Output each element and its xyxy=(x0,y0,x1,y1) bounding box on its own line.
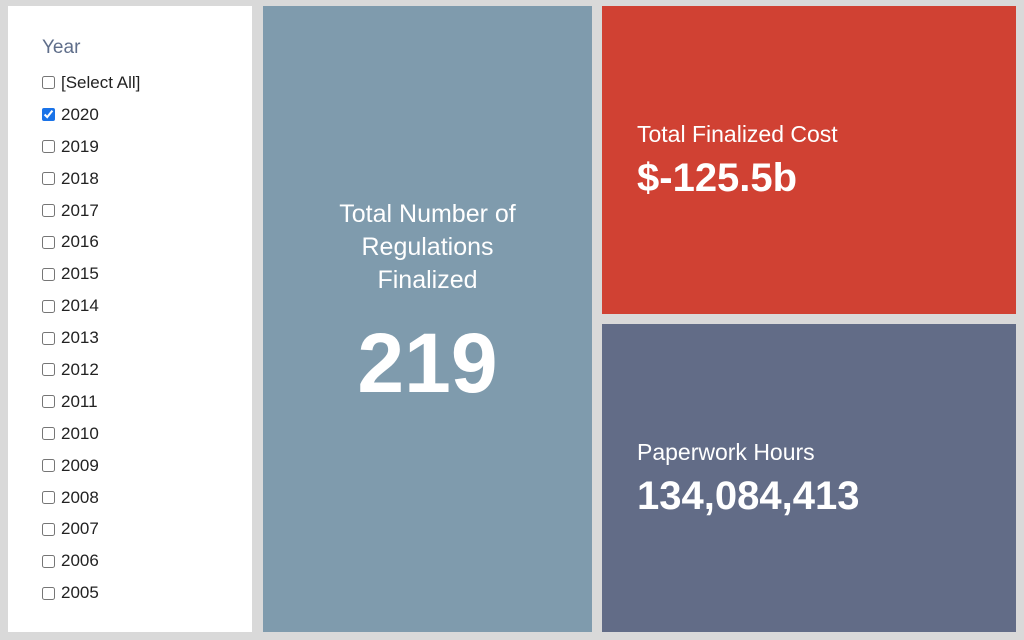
paperwork-hours-tile: Paperwork Hours 134,084,413 xyxy=(602,324,1016,632)
option-label: 2018 xyxy=(61,168,99,188)
option-label: [Select All] xyxy=(61,72,141,92)
year-option-2005[interactable]: 2005 xyxy=(42,577,252,609)
hours-label: Paperwork Hours xyxy=(637,439,815,465)
year-option-select-all[interactable]: [Select All] xyxy=(42,67,252,99)
option-label: 2020 xyxy=(61,104,99,124)
year-option-2007[interactable]: 2007 xyxy=(42,513,252,545)
option-label: 2014 xyxy=(61,296,99,316)
regulations-count-tile: Total Number of Regulations Finalized 21… xyxy=(263,6,592,632)
option-label: 2006 xyxy=(61,551,99,571)
checkbox[interactable] xyxy=(42,76,55,90)
filter-title: Year xyxy=(42,37,81,58)
checkbox[interactable] xyxy=(42,586,55,600)
option-label: 2009 xyxy=(61,455,99,475)
checkbox[interactable] xyxy=(42,522,55,536)
checkbox[interactable] xyxy=(42,554,55,568)
option-label: 2012 xyxy=(61,359,99,379)
checkbox[interactable] xyxy=(42,172,55,186)
year-option-2008[interactable]: 2008 xyxy=(42,482,252,514)
checkbox[interactable] xyxy=(42,395,55,409)
checkbox[interactable] xyxy=(42,331,55,345)
year-option-2015[interactable]: 2015 xyxy=(42,258,252,290)
option-label: 2005 xyxy=(61,583,99,603)
option-label: 2008 xyxy=(61,487,99,507)
checkbox[interactable] xyxy=(42,204,55,217)
regulations-label: Total Number of Regulations Finalized xyxy=(339,199,516,294)
checkbox[interactable] xyxy=(42,235,55,249)
year-option-2006[interactable]: 2006 xyxy=(42,545,252,577)
year-option-2014[interactable]: 2014 xyxy=(42,290,252,322)
year-option-2011[interactable]: 2011 xyxy=(42,386,252,418)
year-filter-panel: Year [Select All] 2020 2019 2018 2017 20… xyxy=(8,6,252,632)
year-option-2009[interactable]: 2009 xyxy=(42,450,252,482)
checkbox[interactable] xyxy=(42,299,55,313)
option-label: 2007 xyxy=(61,519,99,539)
hours-value: 134,084,413 xyxy=(637,474,860,518)
checkbox[interactable] xyxy=(42,491,55,505)
option-label: 2013 xyxy=(61,328,99,348)
option-label: 2017 xyxy=(61,200,99,220)
checkbox[interactable] xyxy=(42,459,55,473)
year-option-2019[interactable]: 2019 xyxy=(42,131,252,163)
cost-label: Total Finalized Cost xyxy=(637,121,838,147)
option-label: 2016 xyxy=(61,232,99,252)
regulations-value: 219 xyxy=(357,315,498,410)
checkbox[interactable] xyxy=(42,363,55,377)
year-option-2018[interactable]: 2018 xyxy=(42,163,252,195)
option-label: 2015 xyxy=(61,264,99,284)
option-label: 2010 xyxy=(61,423,99,443)
year-options-list: [Select All] 2020 2019 2018 2017 2016 20… xyxy=(42,67,252,609)
year-option-2016[interactable]: 2016 xyxy=(42,226,252,258)
finalized-cost-tile: Total Finalized Cost $-125.5b xyxy=(602,6,1016,314)
checkbox[interactable] xyxy=(42,140,55,154)
year-option-2010[interactable]: 2010 xyxy=(42,418,252,450)
year-option-2013[interactable]: 2013 xyxy=(42,322,252,354)
checkbox[interactable] xyxy=(42,427,55,441)
cost-value: $-125.5b xyxy=(637,156,798,200)
year-option-2020[interactable]: 2020 xyxy=(42,99,252,131)
checkbox[interactable] xyxy=(42,267,55,281)
checkbox[interactable] xyxy=(42,108,55,122)
year-option-2012[interactable]: 2012 xyxy=(42,354,252,386)
option-label: 2019 xyxy=(61,136,99,156)
option-label: 2011 xyxy=(61,391,98,411)
year-option-2017[interactable]: 2017 xyxy=(42,195,252,227)
